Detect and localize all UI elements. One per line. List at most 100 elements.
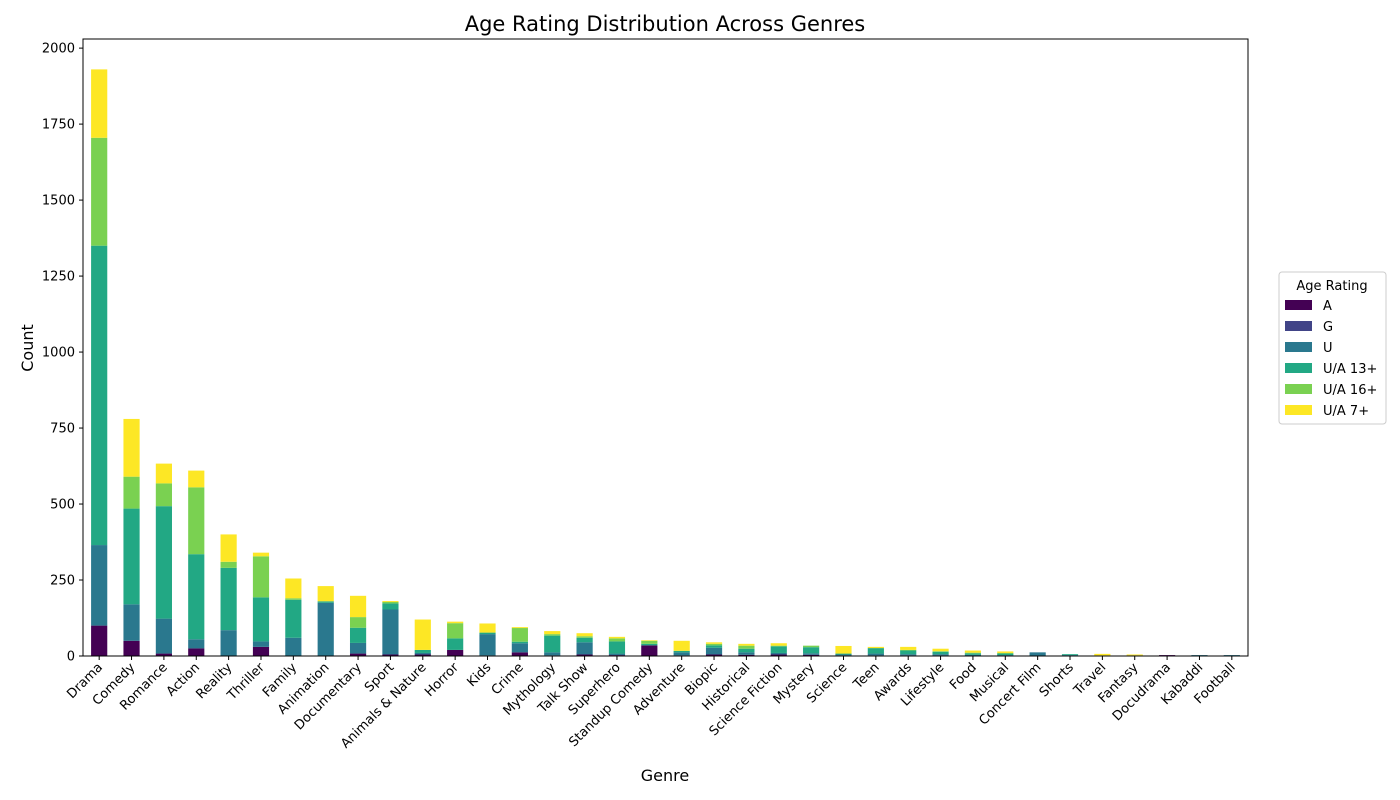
bar-awards-ua13: [900, 650, 917, 655]
bar-science-u: [835, 654, 852, 656]
bar-reality-ua13: [220, 567, 237, 631]
bar-historical-a: [738, 654, 755, 656]
y-tick-label: 2000: [42, 42, 75, 57]
bar-superhero-ua7: [608, 636, 626, 639]
bar-animals-nature-a: [414, 654, 431, 656]
bar-fantasy-ua7: [1126, 654, 1143, 656]
bar-superhero-ua13: [608, 641, 626, 654]
y-tick-label: 750: [50, 422, 75, 437]
bar-adventure-ua13: [673, 650, 690, 653]
x-tick-label: Horror: [422, 660, 462, 700]
bar-concert-film-u: [1029, 652, 1046, 656]
legend-label: A: [1323, 299, 1332, 314]
bar-sport-ua13: [382, 603, 399, 610]
bar-musical-ua7: [997, 651, 1014, 653]
bar-talk-show-ua16: [576, 636, 593, 638]
legend: Age Rating AGU U/A 13+ U/A 16+ U/A 7+: [1278, 271, 1387, 425]
bar-horror-ua16: [447, 623, 464, 639]
bar-musical-ua16: [997, 652, 1014, 654]
bar-crime-ua13: [511, 641, 528, 644]
legend-label: U/A 13+: [1323, 362, 1377, 377]
bar-family-ua13: [285, 599, 302, 638]
bar-horror-a: [447, 649, 464, 656]
bar-teen-u: [867, 653, 884, 656]
x-tick-label: Shorts: [1037, 660, 1077, 700]
bar-action-ua7: [188, 470, 205, 488]
bar-comedy-ua13: [123, 508, 140, 605]
bar-historical-ua16: [738, 645, 755, 649]
bar-sport-ua16: [382, 601, 399, 604]
bar-thriller-ua16: [252, 556, 270, 598]
bar-crime-u: [511, 643, 528, 653]
bar-talk-show-u: [576, 642, 593, 655]
bar-mystery-ua13: [803, 647, 820, 654]
bar-science-fiction-a: [770, 654, 787, 656]
bar-drama-a: [91, 625, 108, 656]
bar-drama-ua7: [91, 69, 108, 138]
y-tick-label: 250: [50, 574, 75, 589]
legend-swatch: [1285, 321, 1312, 331]
bar-musical-ua13: [997, 653, 1014, 656]
bar-adventure-ua7: [673, 640, 690, 651]
bar-science-ua13: [835, 653, 852, 655]
bar-food-ua13: [964, 653, 982, 655]
bar-historical-ua13: [738, 648, 755, 653]
bar-lifestyle-ua13: [932, 651, 949, 655]
bar-biopic-ua16: [705, 643, 723, 646]
bar-kids-u: [479, 634, 496, 656]
bar-family-ua7: [285, 578, 302, 599]
y-tick-label: 0: [67, 650, 75, 665]
y-tick-label: 1250: [42, 270, 75, 285]
bar-animation-ua7: [317, 586, 334, 602]
legend-title: Age Rating: [1296, 279, 1367, 294]
bar-animation-ua13: [317, 601, 334, 603]
bar-reality-ua7: [220, 534, 237, 562]
bar-sport-ua7: [382, 600, 399, 602]
bar-action-u: [188, 639, 205, 649]
bar-sport-u: [382, 609, 399, 655]
bar-romance-ua13: [155, 506, 172, 619]
bar-crime-ua16: [511, 628, 528, 642]
bar-crime-a: [511, 652, 528, 656]
bar-romance-ua16: [155, 483, 172, 507]
bar-animation-u: [317, 602, 334, 656]
bar-science-fiction-u: [770, 652, 787, 655]
bar-adventure-u: [673, 652, 690, 656]
chart-title: Age Rating Distribution Across Genres: [465, 12, 866, 36]
bar-drama-u: [91, 545, 108, 626]
bar-talk-show-ua7: [576, 633, 593, 637]
legend-label: U: [1323, 341, 1333, 356]
bar-animals-nature-u: [414, 652, 431, 655]
y-tick-label: 500: [50, 498, 75, 513]
bar-standup-comedy-ua16: [641, 640, 658, 644]
bar-comedy-u: [123, 604, 140, 641]
bar-romance-u: [155, 618, 172, 654]
bar-food-u: [964, 654, 982, 656]
bar-teen-ua13: [867, 648, 884, 654]
bar-biopic-a: [705, 654, 723, 656]
bar-mystery-u: [803, 653, 820, 655]
legend-label: U/A 16+: [1323, 383, 1377, 398]
bar-horror-ua13: [447, 638, 464, 650]
bar-lifestyle-ua7: [932, 648, 949, 652]
bar-action-ua13: [188, 554, 205, 640]
bar-biopic-ua13: [705, 645, 723, 648]
bar-food-ua16: [964, 652, 982, 654]
bar-historical-u: [738, 652, 755, 655]
bar-horror-ua7: [447, 621, 464, 624]
bar-romance-ua7: [155, 463, 172, 484]
bar-lifestyle-ua16: [932, 651, 949, 652]
bar-documentary-ua16: [349, 617, 367, 628]
legend-swatch: [1285, 363, 1312, 373]
bar-thriller-ua7: [252, 552, 270, 557]
bar-lifestyle-u: [932, 654, 949, 656]
bar-awards-u: [900, 654, 917, 656]
bar-family-u: [285, 637, 302, 656]
bar-comedy-a: [123, 640, 140, 656]
bar-thriller-a: [252, 646, 270, 656]
bar-mythology-u: [544, 652, 561, 656]
bar-sport-a: [382, 654, 399, 656]
bar-shorts-ua13: [1061, 654, 1079, 656]
y-axis-title: Count: [18, 324, 37, 372]
